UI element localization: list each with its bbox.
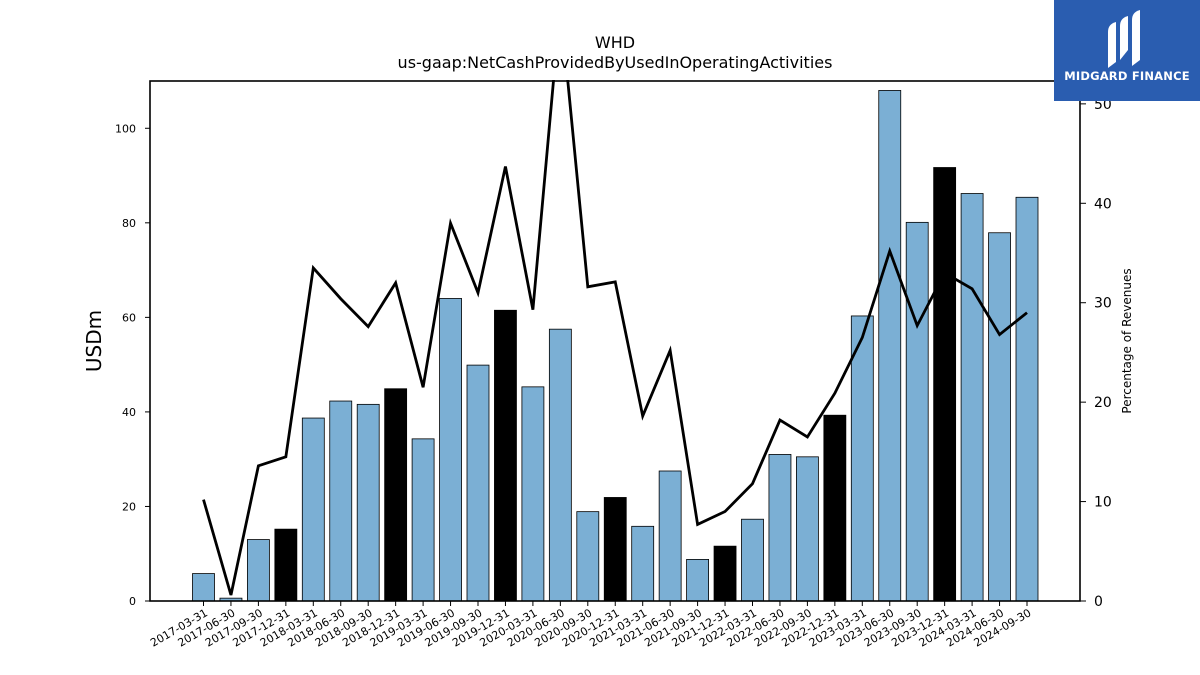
bar — [246, 539, 270, 602]
y-left-tick-label: 20 — [122, 500, 136, 513]
y-right-tick-label: 30 — [1094, 296, 1112, 312]
x-axis: 2017-03-312017-06-302017-09-302017-12-31… — [148, 601, 1034, 650]
chart-subtitle: us-gaap:NetCashProvidedByUsedInOperating… — [398, 53, 833, 72]
bar — [192, 573, 215, 602]
bar — [466, 364, 490, 602]
y-left-tick-label: 60 — [122, 311, 136, 324]
y-axis-left: 0 20 40 60 80 100 — [115, 122, 150, 608]
bar-series — [192, 90, 1039, 602]
bar — [521, 386, 545, 602]
bar — [576, 511, 600, 602]
y-axis-label-left: USDm — [82, 310, 106, 372]
bar — [905, 221, 929, 602]
y-right-tick-label: 20 — [1094, 395, 1112, 411]
bar — [1015, 196, 1039, 602]
y-axis-label-right: Percentage of Revenues — [1120, 268, 1134, 413]
bar — [850, 315, 874, 602]
bar — [823, 414, 847, 602]
bar — [768, 454, 792, 602]
bar — [603, 497, 627, 602]
bar — [548, 328, 572, 602]
bar — [658, 470, 682, 602]
bar — [741, 518, 764, 602]
y-left-tick-label: 0 — [129, 595, 136, 608]
bar — [301, 417, 325, 602]
bar — [988, 232, 1011, 602]
y-right-tick-label: 10 — [1094, 495, 1112, 511]
bar — [411, 438, 435, 602]
bar — [274, 528, 298, 602]
line-series — [202, 80, 1028, 596]
bar — [494, 309, 517, 602]
bar — [713, 545, 737, 602]
bar — [384, 388, 408, 602]
midgard-logo-icon — [1108, 10, 1140, 68]
y-left-tick-label: 80 — [122, 217, 136, 230]
bar — [686, 559, 709, 602]
y-left-tick-label: 100 — [115, 122, 136, 135]
y-right-tick-label: 40 — [1094, 196, 1112, 212]
y-left-tick-label: 40 — [122, 406, 136, 419]
bar — [329, 400, 353, 602]
brand-logo: MIDGARD FINANCE — [1054, 0, 1200, 101]
bar — [960, 193, 984, 602]
bar — [933, 167, 957, 602]
bar — [439, 298, 462, 602]
y-right-tick-label: 0 — [1094, 594, 1103, 610]
logo-text: MIDGARD FINANCE — [1064, 69, 1190, 83]
bar — [356, 403, 380, 602]
bar — [631, 525, 655, 602]
bar — [878, 90, 902, 602]
bar — [796, 456, 819, 602]
chart-title: WHD — [595, 33, 635, 52]
